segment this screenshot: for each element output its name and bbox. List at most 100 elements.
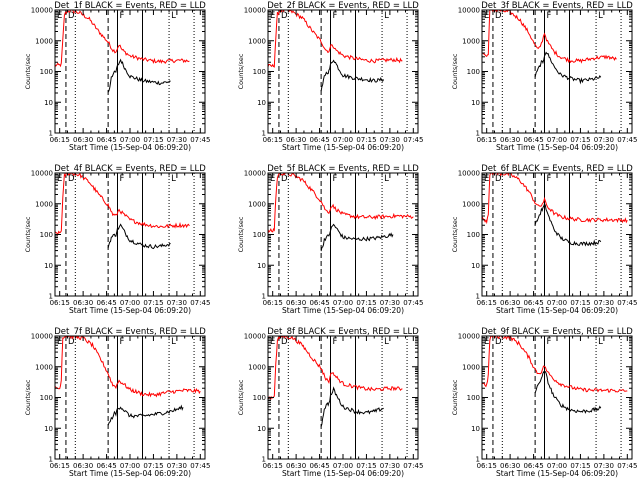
event-marker-label: F bbox=[333, 337, 338, 347]
x-tick-label: 07:45 bbox=[617, 462, 637, 470]
x-tick-label: 06:30 bbox=[286, 136, 306, 144]
plot-frame bbox=[267, 172, 419, 297]
y-tick-label: 1 bbox=[262, 293, 266, 301]
event-marker-label: L bbox=[384, 174, 389, 184]
plot-frame bbox=[481, 335, 633, 460]
x-axis-label: Start Time (15-Sep-04 06:09:20) bbox=[69, 143, 191, 152]
panel-title: Det_9f BLACK = Events, RED = LLD bbox=[481, 327, 633, 337]
events-trace bbox=[320, 223, 394, 252]
y-tick-label: 100 bbox=[40, 231, 53, 239]
y-axis-label: Counts/sec bbox=[237, 53, 245, 89]
y-tick-label: 1000 bbox=[35, 363, 53, 371]
y-tick-label: 10 bbox=[44, 262, 53, 270]
y-tick-label: 1 bbox=[476, 130, 480, 138]
x-tick-label: 07:00 bbox=[547, 299, 567, 307]
x-axis-label: Start Time (15-Sep-04 06:09:20) bbox=[282, 469, 404, 478]
x-tick-label: 07:45 bbox=[190, 462, 210, 470]
y-tick-label: 10000 bbox=[458, 333, 480, 341]
plot-frame bbox=[54, 335, 206, 460]
x-tick-label: 07:15 bbox=[143, 462, 163, 470]
y-axis-label: Counts/sec bbox=[24, 216, 32, 252]
x-tick-label: 06:30 bbox=[286, 462, 306, 470]
x-axis-label: Start Time (15-Sep-04 06:09:20) bbox=[69, 469, 191, 478]
y-axis-label: Counts/sec bbox=[24, 379, 32, 415]
x-tick-label: 06:15 bbox=[477, 136, 497, 144]
x-tick-label: 07:30 bbox=[167, 299, 187, 307]
x-tick-label: 07:15 bbox=[143, 299, 163, 307]
x-tick-label: 06:45 bbox=[309, 299, 329, 307]
event-marker-label: E bbox=[57, 11, 62, 21]
y-tick-label: 10 bbox=[257, 262, 266, 270]
x-tick-label: 06:45 bbox=[523, 299, 543, 307]
x-tick-label: 06:45 bbox=[309, 136, 329, 144]
panel-title: Det_2f BLACK = Events, RED = LLD bbox=[267, 1, 419, 11]
x-axis-label: Start Time (15-Sep-04 06:09:20) bbox=[69, 306, 191, 315]
y-axis-label: Counts/sec bbox=[237, 379, 245, 415]
y-tick-label: 1000 bbox=[462, 37, 480, 45]
x-tick-label: 07:15 bbox=[356, 136, 376, 144]
x-tick-label: 07:45 bbox=[617, 136, 637, 144]
event-marker-label: D bbox=[68, 174, 75, 184]
x-tick-label: 07:45 bbox=[403, 136, 423, 144]
x-tick-label: 06:15 bbox=[263, 136, 283, 144]
x-tick-label: 06:45 bbox=[96, 462, 116, 470]
events-trace bbox=[107, 404, 184, 426]
event-marker-label: F bbox=[547, 174, 552, 184]
y-axis-label: Counts/sec bbox=[24, 53, 32, 89]
y-tick-label: 100 bbox=[40, 394, 53, 402]
x-tick-label: 07:30 bbox=[594, 299, 614, 307]
x-tick-label: 07:15 bbox=[356, 299, 376, 307]
y-tick-label: 10000 bbox=[244, 170, 266, 178]
x-tick-label: 07:15 bbox=[570, 462, 590, 470]
events-trace bbox=[320, 386, 384, 427]
panel-title: Det_4f BLACK = Events, RED = LLD bbox=[54, 164, 206, 174]
panel-title: Det_7f BLACK = Events, RED = LLD bbox=[54, 327, 206, 337]
y-tick-label: 10000 bbox=[244, 333, 266, 341]
event-marker-label: D bbox=[495, 11, 502, 21]
x-axis-label: Start Time (15-Sep-04 06:09:20) bbox=[496, 306, 618, 315]
x-tick-label: 06:45 bbox=[96, 299, 116, 307]
event-marker-label: L bbox=[171, 174, 176, 184]
event-marker-label: F bbox=[333, 174, 338, 184]
lld-trace bbox=[268, 173, 414, 233]
x-tick-label: 06:45 bbox=[523, 136, 543, 144]
lld-trace bbox=[55, 10, 190, 68]
x-tick-label: 07:15 bbox=[356, 462, 376, 470]
panel-title: Det_6f BLACK = Events, RED = LLD bbox=[481, 164, 633, 174]
y-tick-label: 10 bbox=[471, 425, 480, 433]
y-tick-label: 10 bbox=[471, 99, 480, 107]
event-marker-label: D bbox=[68, 337, 75, 347]
y-tick-label: 10 bbox=[44, 425, 53, 433]
y-axis-label: Counts/sec bbox=[237, 216, 245, 252]
event-marker-label: D bbox=[495, 337, 502, 347]
plot-frame bbox=[267, 9, 419, 134]
x-tick-label: 07:00 bbox=[547, 462, 567, 470]
x-tick-label: 07:30 bbox=[167, 136, 187, 144]
y-tick-label: 1000 bbox=[248, 37, 266, 45]
x-tick-label: 07:00 bbox=[120, 136, 140, 144]
y-tick-label: 1000 bbox=[35, 200, 53, 208]
event-marker-label: D bbox=[281, 174, 288, 184]
event-marker-label: L bbox=[598, 11, 603, 21]
panel-title: Det_5f BLACK = Events, RED = LLD bbox=[267, 164, 419, 174]
x-tick-label: 07:00 bbox=[333, 299, 353, 307]
x-tick-label: 07:00 bbox=[120, 299, 140, 307]
y-tick-label: 100 bbox=[253, 394, 266, 402]
x-tick-label: 06:45 bbox=[523, 462, 543, 470]
x-tick-label: 07:45 bbox=[190, 136, 210, 144]
x-tick-label: 07:30 bbox=[380, 462, 400, 470]
y-tick-label: 10000 bbox=[458, 170, 480, 178]
x-tick-label: 07:15 bbox=[143, 136, 163, 144]
events-trace bbox=[107, 58, 171, 93]
x-tick-label: 07:30 bbox=[594, 462, 614, 470]
event-marker-label: D bbox=[281, 337, 288, 347]
x-tick-label: 06:15 bbox=[50, 462, 70, 470]
x-tick-label: 06:30 bbox=[73, 462, 93, 470]
x-tick-label: 06:30 bbox=[73, 136, 93, 144]
